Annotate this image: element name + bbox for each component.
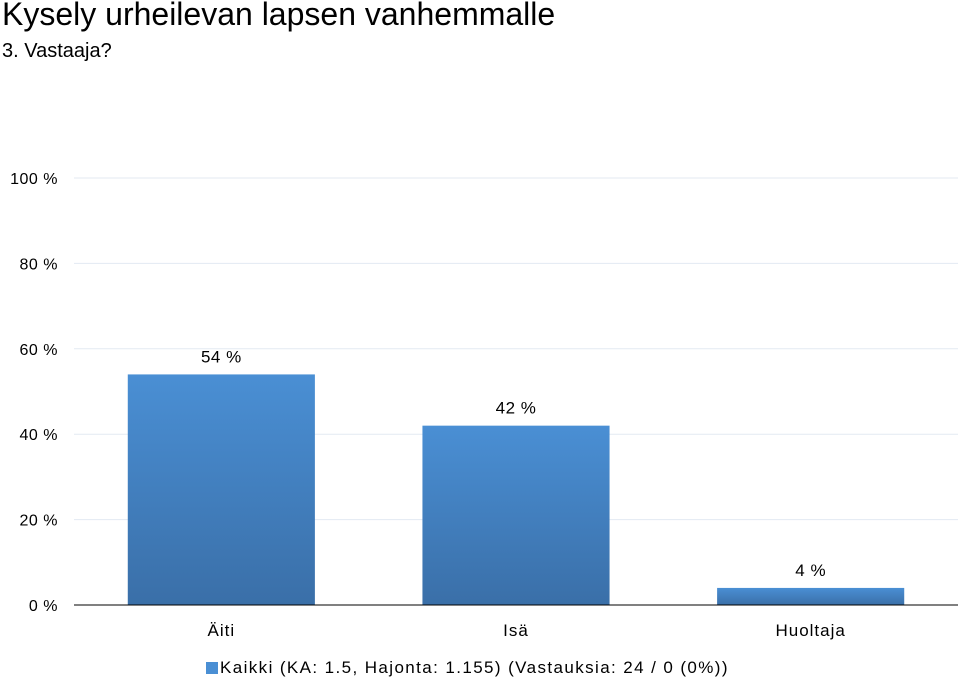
bars [127,374,905,605]
bar [422,425,610,605]
x-tick-label: Isä [503,621,529,640]
y-tick-label: 60 % [20,342,58,359]
data-labels: 54 % 42 % 4 % [201,347,826,579]
legend-swatch [206,662,218,674]
y-tick-label: 80 % [20,256,58,273]
bar-value-label: 42 % [496,399,537,418]
y-tick-label: 20 % [20,513,58,530]
bar [717,587,905,605]
y-tick-label: 40 % [20,427,58,444]
bar [127,374,315,605]
legend: Kaikki (KA: 1.5, Hajonta: 1.155) (Vastau… [206,656,729,680]
bar-value-label: 54 % [201,347,242,366]
y-axis: 0 % 20 % 40 % 60 % 80 % 100 % [10,171,58,615]
bar-value-label: 4 % [795,561,826,580]
chart-title: Kysely urheilevan lapsen vanhemmalle [2,0,556,32]
x-tick-label: Äiti [208,621,236,640]
y-tick-label: 0 % [29,598,58,615]
x-axis: Äiti Isä Huoltaja [208,621,845,640]
x-tick-label: Huoltaja [775,621,845,640]
y-tick-label: 100 % [10,171,58,188]
chart-subtitle: 3. Vastaaja? [2,40,112,62]
legend-label: Kaikki (KA: 1.5, Hajonta: 1.155) (Vastau… [220,658,729,677]
